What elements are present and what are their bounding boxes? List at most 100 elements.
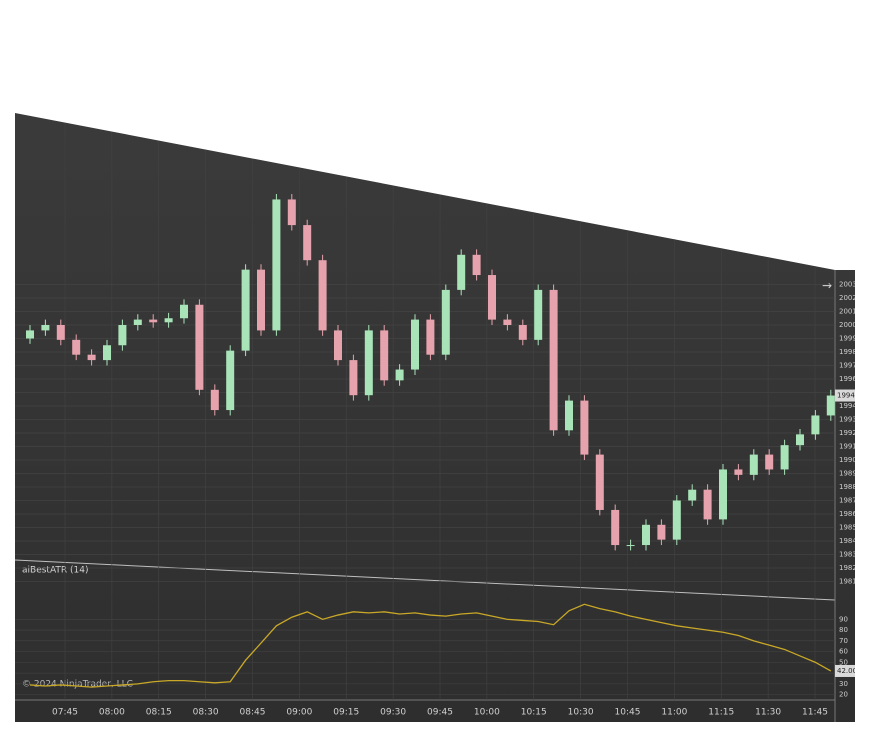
x-tick-label: 09:00 xyxy=(286,708,312,718)
y-tick-label: 19840.00 xyxy=(839,537,872,545)
y-tick-label: 19850.00 xyxy=(839,524,872,532)
candle-body xyxy=(241,269,250,351)
candle-body xyxy=(133,319,142,325)
candle-body xyxy=(287,199,296,226)
y-tick-label: 19930.00 xyxy=(839,416,872,424)
x-tick-label: 11:15 xyxy=(708,708,734,718)
candle-body xyxy=(811,415,820,435)
x-tick-label: 09:15 xyxy=(333,708,359,718)
price-marker xyxy=(835,389,859,402)
candle-body xyxy=(103,345,111,361)
candle-body xyxy=(826,395,835,416)
candle-body xyxy=(595,454,604,510)
candle-body xyxy=(180,304,188,319)
x-tick-label: 08:00 xyxy=(99,708,125,718)
candle-body xyxy=(749,454,758,475)
candle-body xyxy=(272,199,281,331)
candle-body xyxy=(195,304,204,390)
price-marker-label: 19947.75 xyxy=(837,392,870,400)
x-tick-label: 11:00 xyxy=(661,708,687,718)
x-tick-label: 08:45 xyxy=(240,708,266,718)
y-tick-label: 19810.00 xyxy=(839,578,872,586)
y-tick-label: 19920.00 xyxy=(839,429,872,437)
candle-body xyxy=(441,289,450,355)
candle-body xyxy=(164,318,173,323)
candle-body xyxy=(457,254,466,290)
y-tick-label: 19890.00 xyxy=(839,470,872,478)
y-tick-label: 19940.00 xyxy=(839,402,872,410)
candle-body xyxy=(796,434,804,446)
candle-body xyxy=(611,509,620,546)
y2-tick-label: 20 xyxy=(839,691,848,699)
y2-tick-label: 30 xyxy=(839,680,848,688)
candle-body xyxy=(580,400,589,455)
background xyxy=(15,113,862,722)
candle-body xyxy=(734,469,743,475)
candle-body xyxy=(534,289,543,340)
chart-panel: aiBestATR (14) © 2024 NinjaTrader, LLC →… xyxy=(15,113,872,722)
x-tick-label: 09:45 xyxy=(427,708,453,718)
candle-body xyxy=(565,400,573,431)
candle-body xyxy=(395,369,404,381)
x-tick-label: 10:15 xyxy=(521,708,547,718)
grid xyxy=(15,113,835,700)
candle-body xyxy=(657,524,666,540)
candle-body xyxy=(26,330,34,339)
candle-body xyxy=(334,330,342,361)
candle-body xyxy=(257,269,265,331)
candle-body xyxy=(703,489,712,520)
x-tick-label: 08:30 xyxy=(193,708,219,718)
y-tick-label: 19960.00 xyxy=(839,375,872,383)
candle-body xyxy=(72,339,81,355)
candle-body xyxy=(503,319,512,325)
y-tick-label: 19820.00 xyxy=(839,564,872,572)
y-tick-label: 19880.00 xyxy=(839,483,872,491)
y-tick-label: 19980.00 xyxy=(839,348,872,356)
arrow-icon[interactable]: → xyxy=(822,279,832,293)
x-tick-label: 10:45 xyxy=(615,708,641,718)
candle-body xyxy=(411,319,419,370)
candle-body xyxy=(226,350,235,411)
panel-divider xyxy=(15,559,836,601)
candle-body xyxy=(118,325,127,346)
candle-body xyxy=(626,545,635,547)
x-tick-label: 09:30 xyxy=(380,708,406,718)
x-tick-label: 11:30 xyxy=(755,708,781,718)
candle-body xyxy=(364,330,373,396)
candle-body xyxy=(672,500,681,540)
price-marker xyxy=(835,664,859,677)
candle-body xyxy=(149,319,158,323)
x-tick-label: 10:30 xyxy=(568,708,594,718)
y-tick-label: 19990.00 xyxy=(839,335,872,343)
candle-body xyxy=(518,325,527,340)
candle-body xyxy=(549,289,558,431)
y-tick-label: 20010.00 xyxy=(839,308,872,316)
x-tick-label: 10:00 xyxy=(474,708,500,718)
x-tick-label: 07:45 xyxy=(52,708,78,718)
candle-body xyxy=(318,260,327,331)
y2-tick-label: 70 xyxy=(839,637,848,645)
candle-body xyxy=(210,389,219,411)
y-tick-label: 19860.00 xyxy=(839,510,872,518)
candle-body xyxy=(642,524,650,546)
y2-tick-label: 60 xyxy=(839,648,848,656)
y2-tick-label: 80 xyxy=(839,626,848,634)
copyright: © 2024 NinjaTrader, LLC xyxy=(22,680,133,690)
x-tick-label: 08:15 xyxy=(146,708,172,718)
candle-body xyxy=(688,489,697,501)
candle-body xyxy=(472,254,481,276)
candle-body xyxy=(87,354,96,361)
candle-body xyxy=(780,445,789,470)
y-tick-label: 19910.00 xyxy=(839,443,872,451)
x-tick-label: 11:45 xyxy=(802,708,828,718)
price-marker-label: 42.00 xyxy=(837,667,857,675)
y-tick-label: 19900.00 xyxy=(839,456,872,464)
candle-body xyxy=(765,454,774,470)
indicator-title: aiBestATR (14) xyxy=(22,566,89,576)
y-tick-label: 19970.00 xyxy=(839,362,872,370)
candle-body xyxy=(426,319,435,355)
y-tick-label: 20020.00 xyxy=(839,294,872,302)
y-tick-label: 19830.00 xyxy=(839,551,872,559)
candle-body xyxy=(488,275,496,320)
y2-tick-label: 50 xyxy=(839,658,848,666)
